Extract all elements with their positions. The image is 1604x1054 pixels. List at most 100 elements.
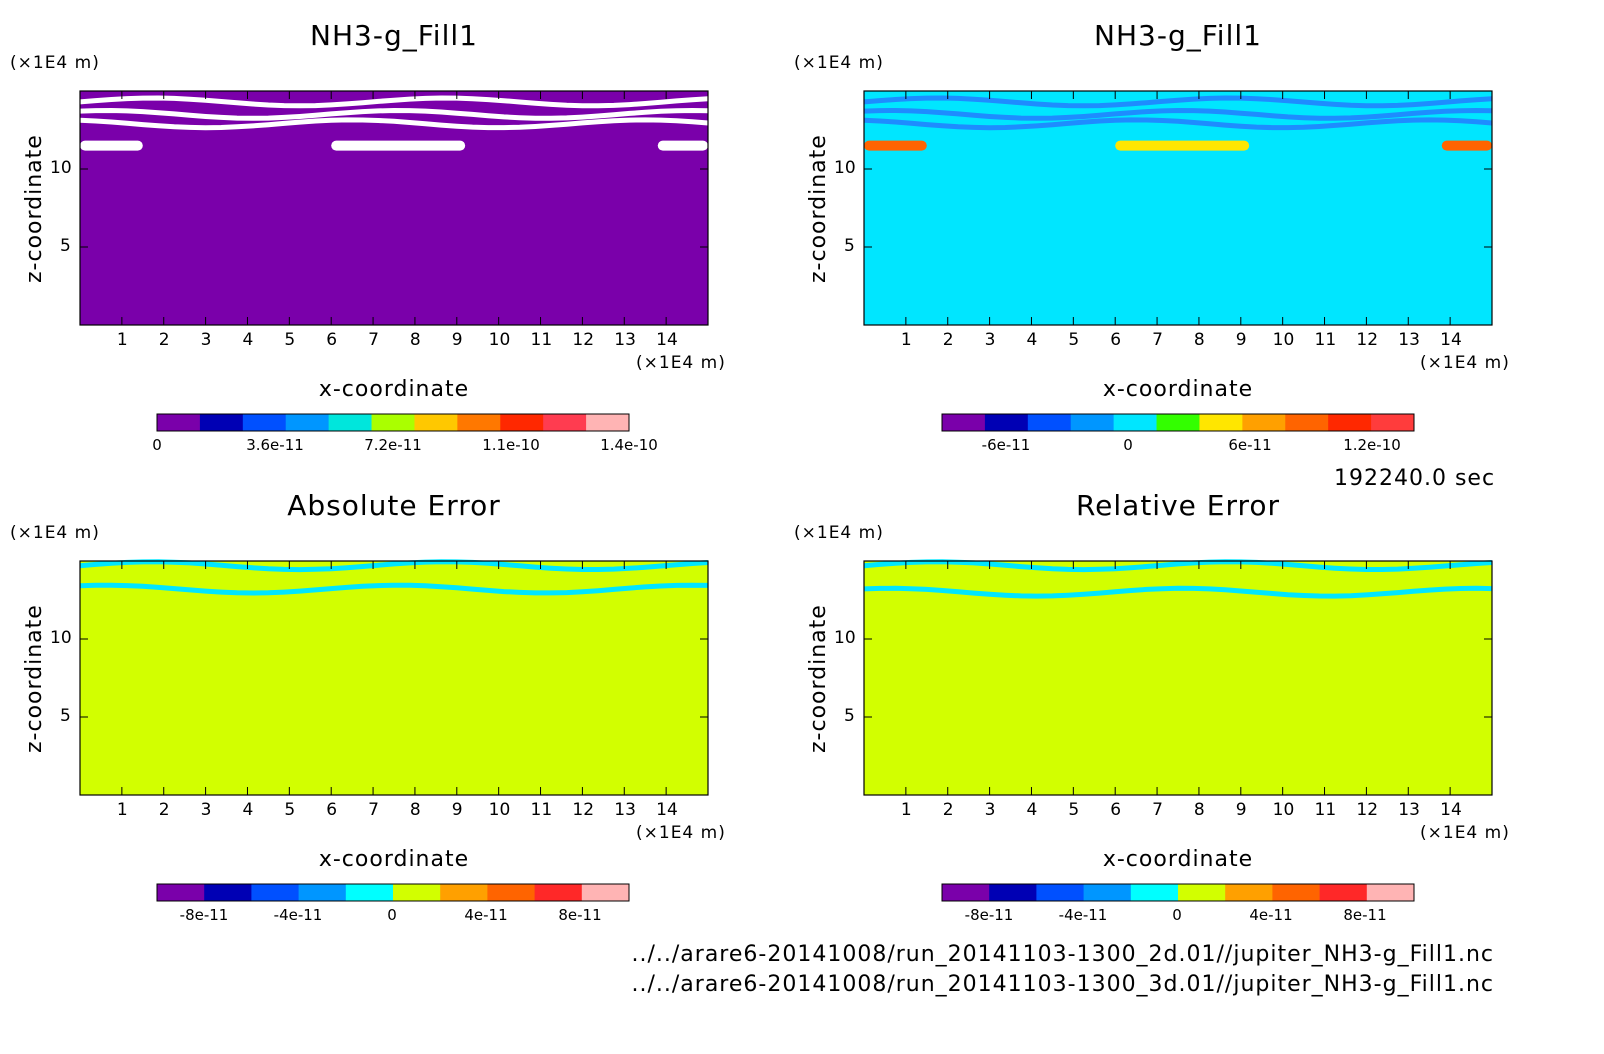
plot-area: [80, 91, 708, 325]
x-tick-label: 14: [1440, 330, 1462, 350]
colorbar-swatch: [487, 884, 536, 901]
x-tick-label: 11: [530, 800, 553, 820]
x-tick-label: 4: [1026, 800, 1038, 820]
colorbar-swatch: [1371, 414, 1415, 431]
source-path-3d: ../../arare6-20141008/run_20141103-1300_…: [631, 972, 1494, 997]
colorbar-swatch: [1130, 884, 1179, 901]
x-tick-label: 13: [614, 330, 636, 350]
colorbar-swatch: [1242, 414, 1286, 431]
colorbar-tick-label: 8e-11: [558, 906, 602, 924]
x-tick-label: 2: [942, 330, 954, 350]
x-tick-label: 6: [326, 330, 338, 350]
y-unit-label: (×1E4 m): [794, 53, 884, 73]
contour-blob: [657, 140, 708, 151]
colorbar-swatch: [371, 414, 415, 431]
colorbar-tick-label: 1.4e-10: [600, 436, 658, 454]
x-tick-label: 13: [1398, 330, 1420, 350]
colorbar-swatch: [1113, 414, 1158, 431]
colorbar-tick-label: -4e-11: [273, 906, 323, 924]
colorbar-swatch: [251, 884, 300, 901]
x-tick-label: 9: [451, 800, 463, 820]
contour-band: [863, 117, 1493, 131]
x-tick-label: 14: [656, 800, 678, 820]
x-tick-label: 3: [984, 330, 996, 350]
contour-band: [863, 107, 1493, 121]
colorbar-swatch: [204, 884, 252, 901]
contour-blob: [80, 140, 143, 151]
source-path-2d: ../../arare6-20141008/run_20141103-1300_…: [631, 942, 1494, 967]
colorbar-tick-label: 0: [1172, 906, 1182, 924]
plot-area: [80, 561, 708, 795]
x-tick-label: 11: [1314, 800, 1337, 820]
x-tick-label: 12: [1356, 330, 1379, 350]
x-tick-label: 12: [572, 330, 595, 350]
contour-band: [79, 559, 709, 573]
colorbar-swatch: [328, 414, 373, 431]
x-tick-label: 14: [1440, 800, 1462, 820]
y-axis-label: z-coordinate: [806, 604, 831, 753]
colorbar-swatch: [199, 414, 244, 431]
plot-area: [864, 561, 1492, 795]
panel-3: [79, 559, 709, 902]
y-tick-label: 10: [50, 158, 72, 178]
colorbar-frame: [156, 883, 630, 902]
colorbar-swatch: [285, 414, 330, 431]
colorbar-tick-label: 8e-11: [1343, 906, 1387, 924]
y-tick-label: 5: [60, 706, 71, 726]
x-tick-label: 4: [1026, 330, 1038, 350]
x-tick-label: 9: [1235, 330, 1247, 350]
contour-blob: [864, 140, 927, 151]
x-axis-label: x-coordinate: [1102, 847, 1254, 872]
colorbar-swatch: [586, 414, 630, 431]
panel-title: NH3-g_Fill1: [310, 19, 478, 52]
colorbar-tick-label: -8e-11: [179, 906, 229, 924]
x-tick-label: 4: [242, 800, 254, 820]
colorbar-swatch: [543, 414, 587, 431]
x-axis-label: x-coordinate: [318, 377, 470, 402]
colorbar-swatch: [989, 884, 1037, 901]
contour-band: [79, 117, 709, 131]
x-tick-label: 10: [488, 330, 511, 350]
colorbar-tick-label: 0: [152, 436, 162, 454]
y-unit-label: (×1E4 m): [10, 53, 100, 73]
colorbar-swatch: [1272, 884, 1321, 901]
colorbar-tick-label: 6e-11: [1228, 436, 1272, 454]
colorbar-swatch: [1178, 884, 1226, 901]
colorbar-swatch: [1156, 414, 1200, 431]
x-tick-label: 8: [409, 800, 421, 820]
y-tick-label: 10: [834, 158, 856, 178]
plot-frame: [863, 560, 1493, 796]
colorbar-tick-label: 3.6e-11: [246, 436, 304, 454]
colorbar-swatch: [1083, 884, 1132, 901]
y-tick-label: 5: [844, 236, 855, 256]
contour-band: [79, 582, 709, 596]
plot-area: [864, 91, 1492, 325]
colorbar-tick-label: 4e-11: [464, 906, 508, 924]
colorbar-tick-label: 7.2e-11: [364, 436, 422, 454]
x-unit-label: (×1E4 m): [636, 353, 726, 373]
x-unit-label: (×1E4 m): [1420, 823, 1510, 843]
colorbar-swatch: [298, 884, 347, 901]
colorbar-swatch: [1366, 884, 1415, 901]
x-tick-label: 6: [1110, 800, 1122, 820]
y-tick-label: 5: [60, 236, 71, 256]
colorbar-tick-label: 4e-11: [1249, 906, 1293, 924]
x-tick-label: 5: [1068, 800, 1080, 820]
colorbar-swatch: [457, 414, 501, 431]
x-unit-label: (×1E4 m): [1420, 353, 1510, 373]
y-tick-label: 10: [834, 628, 856, 648]
x-tick-label: 3: [984, 800, 996, 820]
x-tick-label: 4: [242, 330, 254, 350]
colorbar-tick-label: 0: [387, 906, 397, 924]
y-axis-label: z-coordinate: [22, 134, 47, 283]
plot-frame: [863, 90, 1493, 326]
colorbar-swatch: [1225, 884, 1273, 901]
x-tick-label: 6: [1110, 330, 1122, 350]
colorbar-swatch: [242, 414, 287, 431]
x-tick-label: 1: [116, 330, 128, 350]
colorbar-swatch: [157, 884, 205, 901]
colorbar-tick-label: 1.2e-10: [1343, 436, 1401, 454]
contour-blob: [331, 140, 466, 151]
